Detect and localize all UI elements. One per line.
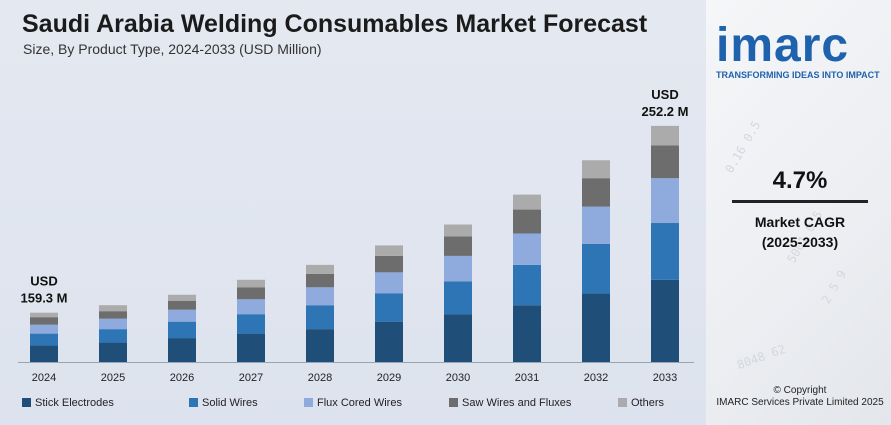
chart-legend: Stick Electrodes Solid Wires Flux Cored Wi… [22, 397, 702, 411]
bar-segment-2026-flux-cored-wires [168, 309, 196, 322]
legend-label: Saw Wires and Fluxes [462, 397, 572, 409]
bar-segment-2031-solid-wires [513, 264, 541, 306]
bar-segment-2033-others [651, 125, 679, 146]
legend-swatch [22, 398, 31, 407]
value-annotation-label: USD [651, 87, 678, 102]
bar-segment-2024-stick-electrodes [30, 345, 58, 362]
logo-wordmark: imarc [716, 19, 850, 72]
bar-segment-2033-solid-wires [651, 223, 679, 280]
bar-segment-2026-stick-electrodes [168, 338, 196, 362]
bar-segment-2030-solid-wires [444, 281, 472, 315]
bar-segment-2028-solid-wires [306, 305, 334, 330]
bar-segment-2032-saw-wires-and-fluxes [582, 178, 610, 207]
bar-segment-2029-stick-electrodes [375, 321, 403, 362]
bar-segment-2032-solid-wires [582, 243, 610, 294]
legend-item: Saw Wires and Fluxes [449, 397, 571, 409]
x-tick-label: 2029 [377, 372, 401, 384]
bar-segment-2031-others [513, 194, 541, 210]
x-tick-label: 2024 [32, 372, 56, 384]
copyright-line2: IMARC Services Private Limited 2025 [716, 397, 884, 408]
stacked-bar-chart: 2024 USD 159.3 M 2025 2026 2027 2028 2029 2030 20… [18, 87, 694, 384]
value-annotation: 159.3 M [21, 291, 68, 306]
x-tick-label: 2026 [170, 372, 194, 384]
bar-segment-2032-stick-electrodes [582, 293, 610, 362]
bar-segment-2027-saw-wires-and-fluxes [237, 287, 265, 300]
legend-swatch [618, 398, 627, 407]
bar-segment-2028-saw-wires-and-fluxes [306, 273, 334, 288]
legend-item: Solid Wires [189, 397, 258, 409]
bar-segment-2029-others [375, 245, 403, 256]
bar-segment-2029-flux-cored-wires [375, 272, 403, 294]
legend-label: Others [631, 397, 665, 409]
bar-segment-2027-flux-cored-wires [237, 299, 265, 315]
cagr-label-line2: (2025-2033) [761, 234, 839, 250]
bar-segment-2025-stick-electrodes [99, 342, 127, 362]
bar-segment-2033-stick-electrodes [651, 279, 679, 362]
bar-segment-2025-saw-wires-and-fluxes [99, 311, 127, 319]
legend-item: Flux Cored Wires [304, 397, 402, 409]
legend-label: Solid Wires [202, 397, 258, 409]
x-tick-label: 2031 [515, 372, 539, 384]
bar-segment-2024-others [30, 312, 58, 318]
bar-segment-2026-saw-wires-and-fluxes [168, 300, 196, 310]
bar-segment-2028-others [306, 264, 334, 274]
legend-swatch [189, 398, 198, 407]
bar-segment-2024-flux-cored-wires [30, 324, 58, 334]
x-tick-label: 2028 [308, 372, 332, 384]
bar-segment-2031-flux-cored-wires [513, 233, 541, 265]
info-panel: 0.16 0.5 5001 0.5 2 5 9 8048 62 [706, 0, 891, 425]
bar-segment-2026-solid-wires [168, 321, 196, 339]
bar-segment-2027-stick-electrodes [237, 333, 265, 362]
legend-item: Stick Electrodes [22, 397, 114, 409]
cagr-label-line1: Market CAGR [754, 214, 846, 230]
imarc-logo: imarc TRANSFORMING IDEAS INTO IMPACT [716, 19, 886, 81]
x-tick-label: 2030 [446, 372, 470, 384]
bar-segment-2027-others [237, 279, 265, 288]
bar-segment-2028-flux-cored-wires [306, 287, 334, 306]
bar-segment-2032-flux-cored-wires [582, 206, 610, 244]
bar-segment-2026-others [168, 294, 196, 301]
bar-segment-2029-saw-wires-and-fluxes [375, 255, 403, 273]
bar-segment-2025-solid-wires [99, 329, 127, 343]
x-tick-label: 2033 [653, 372, 677, 384]
bar-segment-2030-saw-wires-and-fluxes [444, 236, 472, 256]
bar-segment-2030-stick-electrodes [444, 314, 472, 362]
cagr-label: Market CAGR (2025-2033) [722, 212, 878, 252]
bar-segment-2024-saw-wires-and-fluxes [30, 317, 58, 325]
bar-segment-2033-saw-wires-and-fluxes [651, 145, 679, 179]
cagr-divider [732, 200, 868, 203]
chart-subtitle: Size, By Product Type, 2024-2033 (USD Mi… [23, 41, 322, 57]
bar-segment-2025-others [99, 305, 127, 312]
chart-title: Saudi Arabia Welding Consumables Market … [22, 10, 648, 38]
value-annotation-label: USD [30, 274, 57, 289]
legend-label: Stick Electrodes [35, 397, 114, 409]
x-tick-label: 2025 [101, 372, 125, 384]
bar-segment-2028-stick-electrodes [306, 329, 334, 362]
x-tick-label: 2027 [239, 372, 263, 384]
x-tick-label: 2032 [584, 372, 608, 384]
legend-item: Others [618, 397, 664, 409]
value-annotation: 252.2 M [642, 104, 689, 119]
bar-segment-2030-flux-cored-wires [444, 255, 472, 282]
copyright: © Copyright IMARC Services Private Limit… [714, 385, 886, 409]
bar-segment-2033-flux-cored-wires [651, 178, 679, 224]
bar-segment-2031-stick-electrodes [513, 305, 541, 362]
bar-segment-2030-others [444, 224, 472, 237]
bar-segment-2029-solid-wires [375, 293, 403, 322]
legend-label: Flux Cored Wires [317, 397, 402, 409]
bar-segment-2031-saw-wires-and-fluxes [513, 209, 541, 234]
bar-segment-2032-others [582, 160, 610, 179]
copyright-line1: © Copyright [773, 385, 827, 396]
bar-segment-2027-solid-wires [237, 314, 265, 334]
cagr-value: 4.7% [772, 167, 828, 194]
legend-swatch [304, 398, 313, 407]
legend-swatch [449, 398, 458, 407]
bar-segment-2024-solid-wires [30, 333, 58, 346]
logo-tagline: TRANSFORMING IDEAS INTO IMPACT [716, 70, 880, 80]
bar-segment-2025-flux-cored-wires [99, 318, 127, 330]
